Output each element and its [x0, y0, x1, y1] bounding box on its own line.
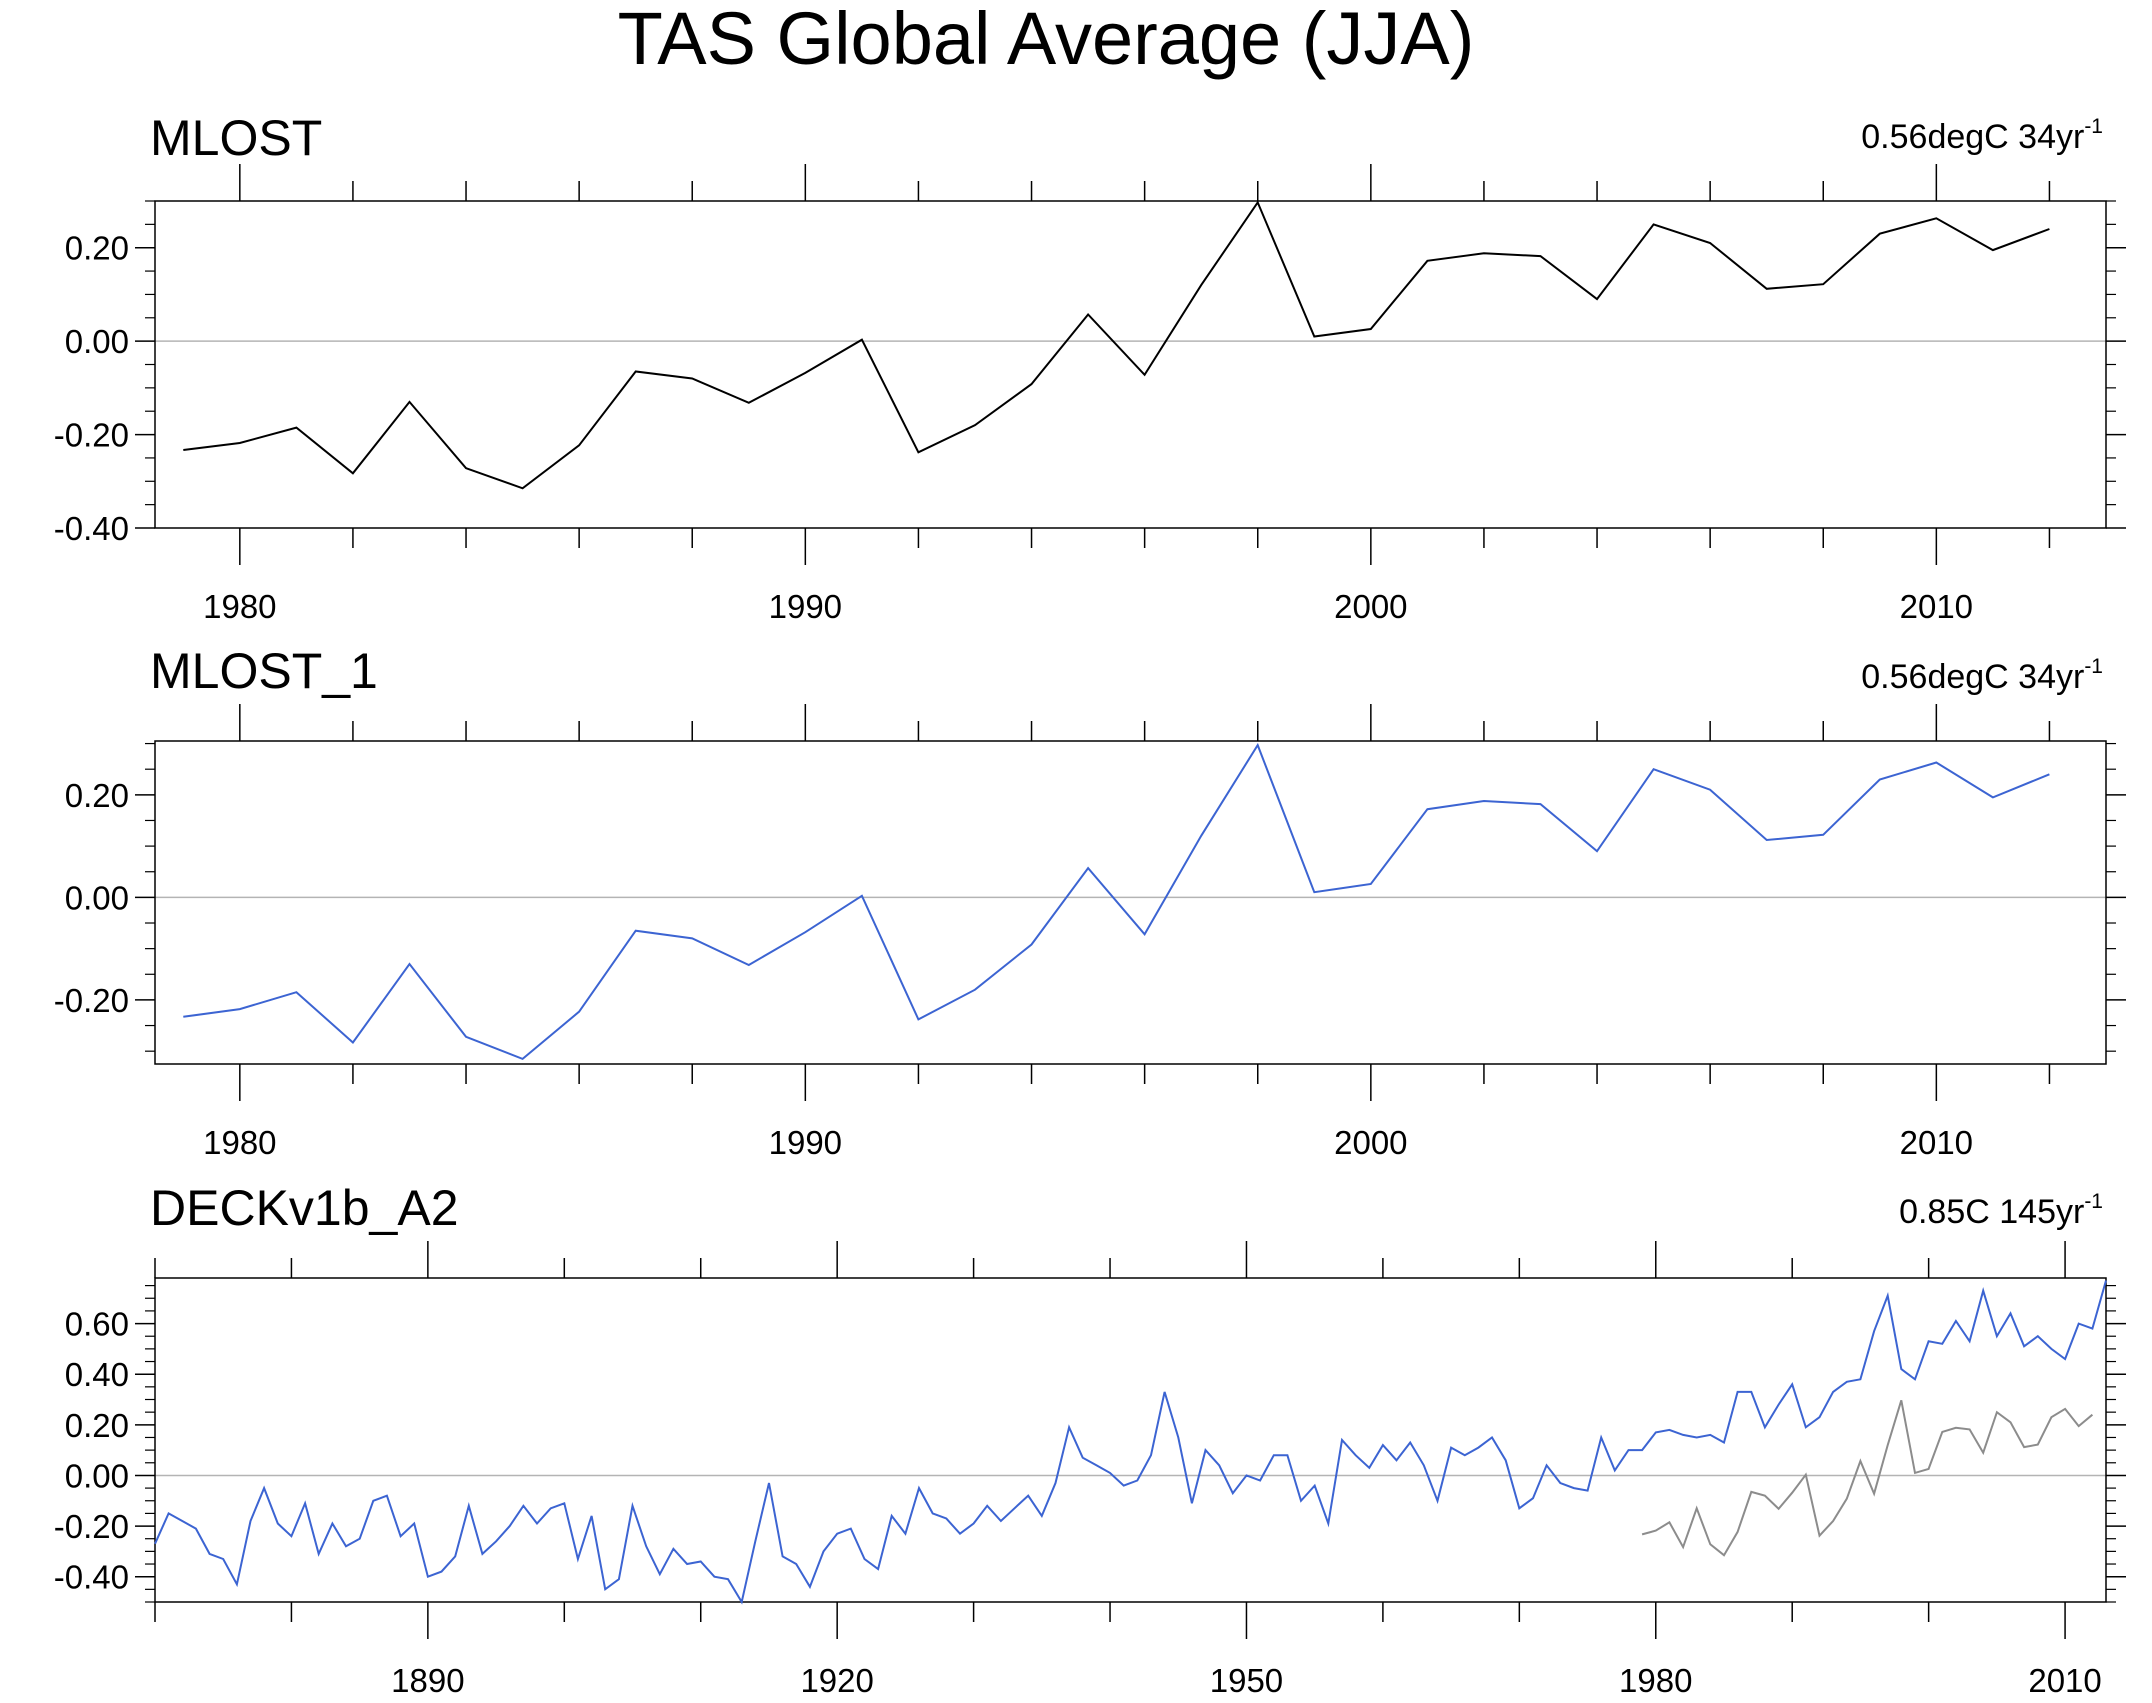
y-tick-label: -0.20	[54, 417, 129, 454]
panel-title: DECKv1b_A2	[150, 1180, 459, 1236]
plot-frame	[154, 200, 2107, 529]
panel-deckv1b-a2: DECKv1b_A2 0.85C 145yr-1 -0.40 -0.20 0.00 0…	[54, 1180, 2126, 1699]
series-line-mlost-1	[183, 742, 2050, 1061]
y-tick-label: 0.00	[65, 1457, 129, 1494]
x-tick-label: 2010	[2028, 1662, 2101, 1699]
y-tick-label: -0.20	[54, 982, 129, 1019]
panel-mlost: MLOST 0.56degC 34yr-1 -0.40 -0.20 0.00 0.20…	[54, 110, 2126, 625]
trend-exponent: -1	[2084, 655, 2103, 678]
y-tick-label: 0.20	[65, 1407, 129, 1444]
x-tick-label: 1980	[203, 588, 276, 625]
main-title: TAS Global Average (JJA)	[618, 0, 1475, 80]
series-line-mlost	[183, 200, 2050, 490]
panel-trend: 0.85C 145yr-1	[1899, 1190, 2103, 1231]
panel-mlost-1: MLOST_1 0.56degC 34yr-1 -0.20 0.00 0.20 198…	[54, 643, 2126, 1161]
series-line-mlost	[1641, 1400, 2094, 1557]
y-tick-label: -0.40	[54, 510, 129, 547]
trend-value: 0.56degC 34yr	[1861, 658, 2084, 696]
y-tick-label: 0.20	[65, 777, 129, 814]
panel-trend: 0.56degC 34yr-1	[1861, 655, 2103, 696]
y-tick-label: 0.60	[65, 1306, 129, 1343]
x-tick-label: 2010	[1900, 1124, 1973, 1161]
trend-exponent: -1	[2084, 115, 2103, 138]
x-tick-label: 1990	[769, 588, 842, 625]
x-tick-label: 2010	[1900, 588, 1973, 625]
y-tick-label: 0.40	[65, 1356, 129, 1393]
y-tick-label: 0.00	[65, 879, 129, 916]
x-tick-label: 1950	[1210, 1662, 1283, 1699]
trend-exponent: -1	[2084, 1190, 2103, 1213]
x-tick-label: 1980	[1619, 1662, 1692, 1699]
y-tick-label: -0.20	[54, 1508, 129, 1545]
x-tick-label: 1990	[769, 1124, 842, 1161]
x-tick-label: 1920	[800, 1662, 873, 1699]
x-tick-label: 2000	[1334, 588, 1407, 625]
x-tick-label: 1890	[391, 1662, 464, 1699]
panel-trend: 0.56degC 34yr-1	[1861, 115, 2103, 156]
series-line-deckv1b-a2	[154, 1280, 2107, 1605]
y-tick-label: 0.20	[65, 230, 129, 267]
panel-title: MLOST_1	[150, 643, 378, 699]
trend-value: 0.85C 145yr	[1899, 1193, 2084, 1231]
panel-title: MLOST	[150, 110, 322, 166]
trend-value: 0.56degC 34yr	[1861, 118, 2084, 156]
plot-frame	[154, 740, 2107, 1065]
y-tick-label: -0.40	[54, 1559, 129, 1596]
plot-frame	[154, 1277, 2107, 1603]
x-tick-label: 1980	[203, 1124, 276, 1161]
y-tick-label: 0.00	[65, 323, 129, 360]
x-tick-label: 2000	[1334, 1124, 1407, 1161]
